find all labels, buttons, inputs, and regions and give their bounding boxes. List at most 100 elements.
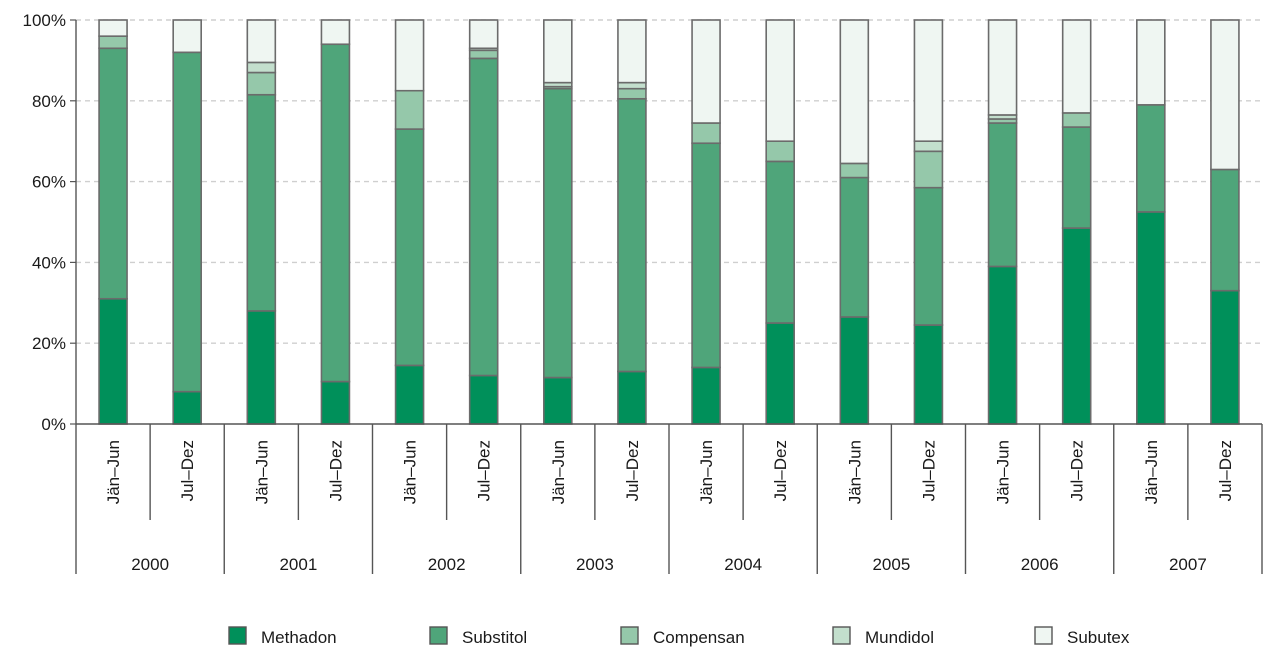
legend-label: Methadon xyxy=(261,628,337,647)
bar-segment-substitol xyxy=(543,87,573,379)
bar-segment-substitol xyxy=(1210,168,1240,292)
y-tick-label: 0% xyxy=(41,415,66,434)
bar-segment-compensan xyxy=(246,71,277,96)
x-tick-label: Jän–Jun xyxy=(697,440,716,504)
bar-segment-substitol xyxy=(765,160,795,324)
year-label: 2003 xyxy=(576,555,614,574)
bar-segment-subutex xyxy=(394,19,425,92)
bar-segment-methadon xyxy=(468,374,499,425)
year-label: 2001 xyxy=(279,555,317,574)
bar-segment-subutex xyxy=(1136,19,1166,106)
bar-segment-substitol xyxy=(468,57,499,377)
bar-segment-methadon xyxy=(98,297,128,425)
legend-label: Mundidol xyxy=(865,628,934,647)
x-tick-label: Jul–Dez xyxy=(1216,440,1235,501)
x-tick-label: Jul–Dez xyxy=(623,440,642,501)
legend-label: Subutex xyxy=(1067,628,1130,647)
legend-swatch xyxy=(1034,626,1053,645)
bar-segment-methadon xyxy=(320,380,351,425)
bar-segment-substitol xyxy=(246,93,277,312)
axes: 0% 20% 40% 60% 80% 100% Jän–Jun Jul–Dez Jän–Jun J… xyxy=(23,11,1263,574)
x-tick-label: Jän–Jun xyxy=(549,440,568,504)
legend-swatch xyxy=(832,626,851,645)
bar-segment-substitol xyxy=(617,97,647,373)
year-label: 2002 xyxy=(428,555,466,574)
bar-segment-methadon xyxy=(839,316,870,425)
bar-segment-compensan xyxy=(1061,112,1092,128)
bar-segment-subutex xyxy=(987,19,1018,116)
bar-segment-substitol xyxy=(987,122,1018,268)
bar-segment-substitol xyxy=(1061,126,1092,229)
x-tick-label: Jul–Dez xyxy=(178,440,197,501)
bar-segment-methadon xyxy=(394,364,425,425)
bar-segment-methadon xyxy=(913,324,944,425)
bar-segment-substitol xyxy=(98,47,128,300)
year-label: 2007 xyxy=(1169,555,1207,574)
bar-segment-methadon xyxy=(543,376,573,425)
bar-segment-mundidol xyxy=(246,61,277,74)
x-tick-label: Jän–Jun xyxy=(104,440,123,504)
y-tick-label: 60% xyxy=(32,173,66,192)
y-tick-label: 100% xyxy=(23,11,66,30)
bar-segment-methadon xyxy=(1210,289,1240,425)
x-tick-label: Jul–Dez xyxy=(475,440,494,501)
bar-segment-compensan xyxy=(617,87,647,100)
bar-segment-subutex xyxy=(543,19,573,84)
x-tick-label: Jul–Dez xyxy=(919,440,938,501)
bar-segment-compensan xyxy=(913,150,944,189)
x-tick-label: Jän–Jun xyxy=(401,440,420,504)
bar-segment-subutex xyxy=(468,19,499,50)
bar-segment-mundidol xyxy=(913,140,944,153)
legend-swatch xyxy=(620,626,639,645)
bar-segment-subutex xyxy=(765,19,795,142)
bar-segment-subutex xyxy=(617,19,647,84)
bar-segment-compensan xyxy=(98,35,128,50)
x-tick-label: Jän–Jun xyxy=(1142,440,1161,504)
legend-swatch xyxy=(429,626,448,645)
legend-label: Substitol xyxy=(462,628,527,647)
legend-label: Compensan xyxy=(653,628,745,647)
bar-segment-methadon xyxy=(765,322,795,425)
bar-segment-methadon xyxy=(246,310,277,425)
bar-segment-methadon xyxy=(172,390,202,425)
y-tick-label: 20% xyxy=(32,334,66,353)
bar-segment-subutex xyxy=(913,19,944,142)
bar-segment-substitol xyxy=(691,142,721,369)
y-tick-label: 80% xyxy=(32,92,66,111)
bar-segment-substitol xyxy=(320,43,351,383)
x-tick-label: Jul–Dez xyxy=(326,440,345,501)
year-label: 2005 xyxy=(872,555,910,574)
legend-swatch xyxy=(228,626,247,645)
bar-segment-compensan xyxy=(394,89,425,130)
bar-segment-subutex xyxy=(1210,19,1240,171)
year-label: 2004 xyxy=(724,555,762,574)
x-tick-label: Jul–Dez xyxy=(1068,440,1087,501)
bar-segment-subutex xyxy=(320,19,351,46)
bar-segment-substitol xyxy=(394,128,425,367)
bars xyxy=(98,19,1240,425)
bar-segment-methadon xyxy=(1136,211,1166,425)
legend: Methadon Substitol Compensan Mundidol Subute… xyxy=(228,626,1130,647)
x-tick-label: Jän–Jun xyxy=(252,440,271,504)
bar-segment-substitol xyxy=(1136,104,1166,213)
bar-segment-substitol xyxy=(913,186,944,326)
bar-segment-methadon xyxy=(987,265,1018,425)
bar-segment-substitol xyxy=(839,176,870,318)
bar-segment-compensan xyxy=(468,49,499,60)
y-tick-label: 40% xyxy=(32,253,66,272)
bar-segment-methadon xyxy=(1061,227,1092,425)
bar-segment-methadon xyxy=(691,366,721,425)
bar-segment-subutex xyxy=(246,19,277,64)
year-label: 2006 xyxy=(1021,555,1059,574)
bar-segment-methadon xyxy=(617,370,647,425)
year-label: 2000 xyxy=(131,555,169,574)
bar-segment-compensan xyxy=(691,122,721,145)
bar-segment-subutex xyxy=(839,19,870,165)
bar-segment-substitol xyxy=(172,51,202,393)
bar-segment-subutex xyxy=(1061,19,1092,114)
x-tick-label: Jän–Jun xyxy=(845,440,864,504)
bar-segment-compensan xyxy=(839,162,870,179)
bar-segment-subutex xyxy=(98,19,128,37)
x-tick-label: Jul–Dez xyxy=(771,440,790,501)
